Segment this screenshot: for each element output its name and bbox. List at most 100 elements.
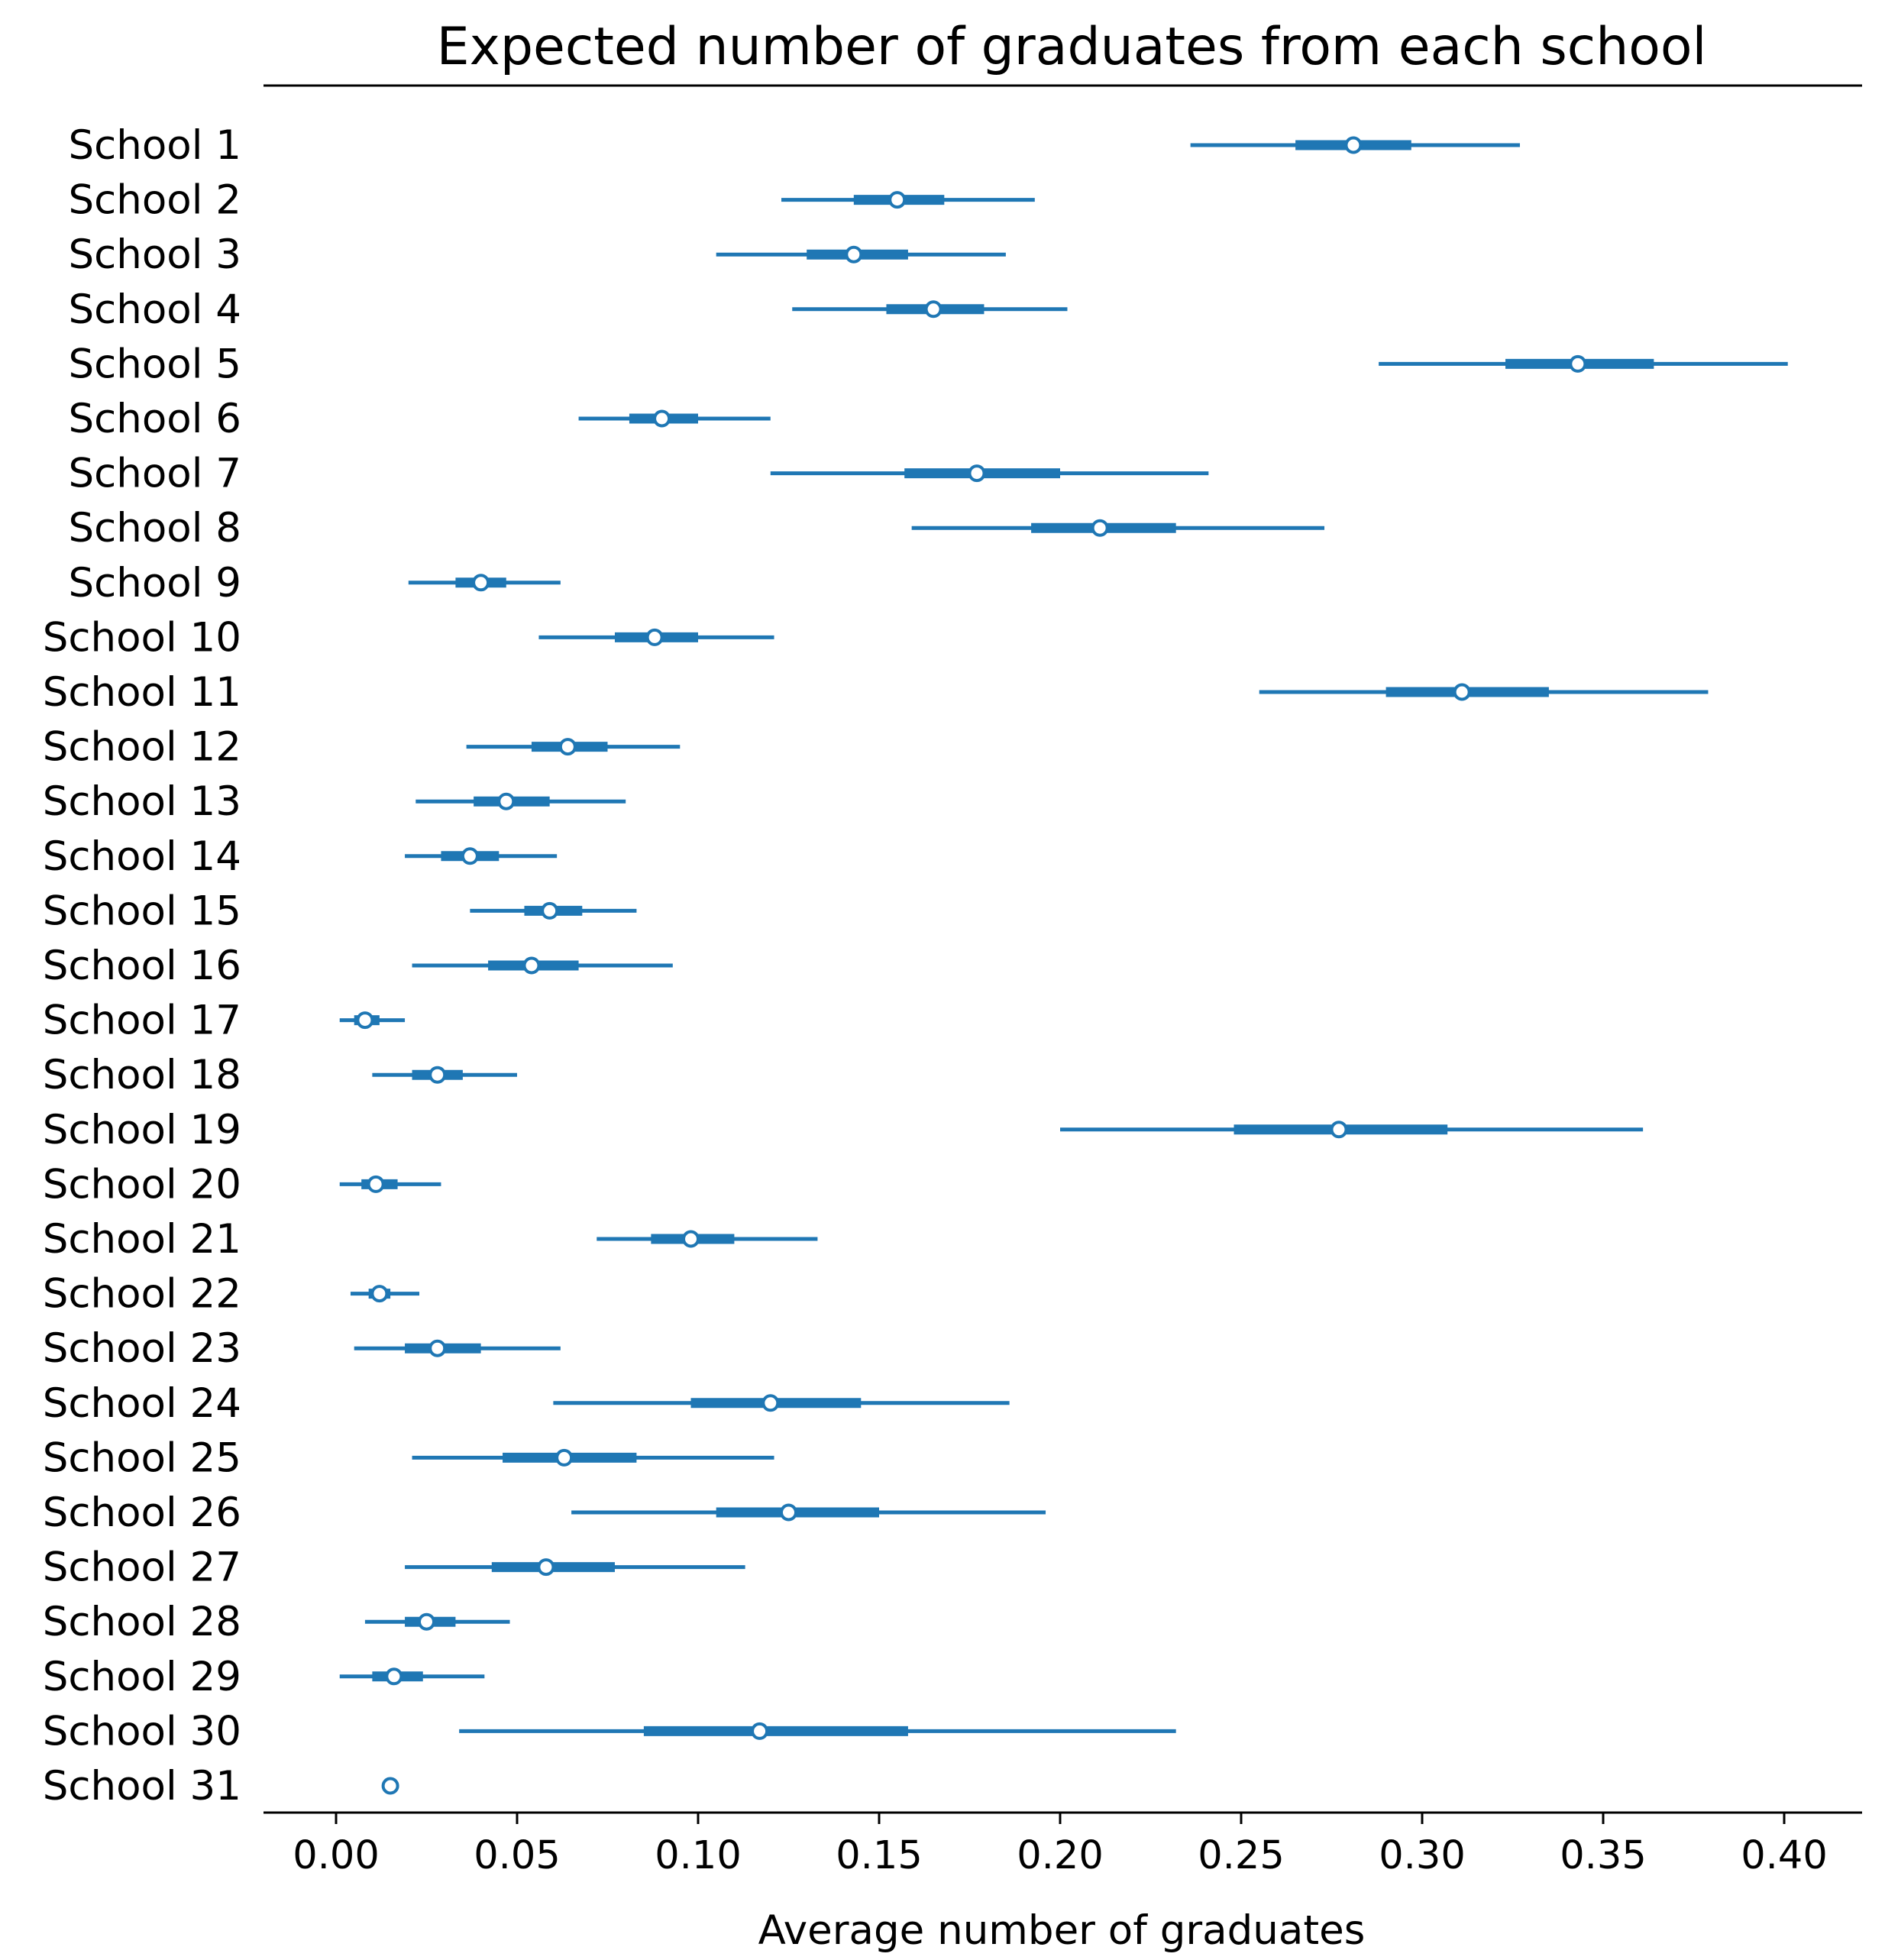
category-label: School 27 [43,1544,241,1591]
median-point [472,574,490,592]
x-axis-ticks: 0.00 0.05 0.10 0.15 0.20 0.25 0.30 0.35 0.40 [293,1813,1828,1878]
median-point [682,1230,700,1248]
median-point [968,464,986,483]
category-label: School 28 [43,1599,241,1645]
x-tick-label: 0.25 [1198,1833,1285,1878]
median-point [1569,354,1587,373]
x-tick-label: 0.35 [1560,1833,1647,1878]
category-label: School 4 [68,286,241,333]
forest-row: School 30 [43,1708,1176,1755]
forest-row: School 18 [43,1052,517,1098]
chart-title: Expected number of graduates from each s… [437,17,1707,77]
x-tick-label: 0.15 [836,1833,923,1878]
median-point [888,191,907,209]
forest-row: School 1 [68,122,1520,169]
category-label: School 24 [43,1380,241,1427]
forest-row: School 12 [43,724,681,771]
category-label: School 21 [43,1216,241,1263]
median-point [1330,1121,1348,1139]
median-point [522,956,541,975]
category-label: School 26 [43,1489,241,1536]
forest-row: School 27 [43,1544,745,1591]
median-point [761,1394,780,1412]
category-label: School 12 [43,724,241,771]
category-label: School 17 [43,998,241,1044]
forest-row: School 8 [68,505,1325,551]
category-label: School 9 [68,560,241,606]
median-point [370,1285,389,1303]
category-label: School 29 [43,1654,241,1700]
median-point [1091,519,1109,537]
median-point [428,1066,447,1084]
category-label: School 8 [68,505,241,551]
forest-row: School 9 [68,560,561,606]
category-label: School 5 [68,341,241,387]
median-point [845,245,863,264]
category-label: School 2 [68,177,241,224]
median-point [537,1558,555,1577]
forest-row: School 26 [43,1489,1046,1536]
category-label: School 25 [43,1434,241,1481]
median-point [428,1339,447,1357]
median-point [653,409,671,428]
plot-rows: School 1 School 2 School 3 School 4 School 5… [43,122,1788,1810]
forest-row: School 23 [43,1325,561,1372]
category-label: School 18 [43,1052,241,1098]
forest-row: School 20 [43,1161,441,1208]
median-point [356,1011,374,1030]
x-tick-label: 0.20 [1017,1833,1104,1878]
forest-row: School 17 [43,998,406,1044]
x-tick-label: 0.30 [1379,1833,1466,1878]
category-label: School 11 [43,669,241,716]
category-label: School 15 [43,888,241,934]
median-point [1453,683,1471,701]
median-point [555,1448,574,1467]
forest-row: School 29 [43,1654,485,1700]
forest-row: School 25 [43,1434,774,1481]
median-point [418,1612,435,1631]
forest-row: School 3 [68,231,1006,278]
category-label: School 19 [43,1107,241,1153]
forest-row: School 22 [43,1271,420,1318]
median-point [751,1722,769,1740]
median-point [924,300,942,319]
category-label: School 7 [68,451,241,497]
forest-row: School 13 [43,778,626,825]
category-label: School 10 [43,614,241,661]
forest-row: School 14 [43,833,558,880]
x-tick-label: 0.00 [293,1833,380,1878]
median-point [497,792,516,810]
category-label: School 22 [43,1271,241,1318]
median-point [367,1175,385,1193]
forest-row: School 5 [68,341,1788,387]
forest-row: School 11 [43,669,1709,716]
category-label: School 16 [43,943,241,989]
category-label: School 1 [68,122,241,169]
forest-row: School 31 [43,1763,399,1810]
x-axis-label: Average number of graduates [758,1907,1366,1954]
category-label: School 6 [68,396,241,442]
median-point [558,738,577,756]
median-point [461,847,479,865]
category-label: School 13 [43,778,241,825]
x-tick-label: 0.40 [1741,1833,1828,1878]
forest-row: School 4 [68,286,1068,333]
category-label: School 30 [43,1708,241,1755]
forest-row: School 19 [43,1107,1644,1153]
median-point [780,1503,797,1522]
category-label: School 31 [43,1763,241,1810]
x-tick-label: 0.05 [474,1833,561,1878]
median-point [645,628,664,646]
category-label: School 20 [43,1161,241,1208]
forest-row: School 28 [43,1599,510,1645]
forest-row: School 21 [43,1216,818,1263]
forest-row: School 24 [43,1380,1010,1427]
forest-row: School 2 [68,177,1035,224]
forest-row: School 6 [68,396,771,442]
forest-row: School 7 [68,451,1209,497]
category-label: School 3 [68,231,241,278]
forest-row: School 10 [43,614,774,661]
forest-row: School 16 [43,943,673,989]
median-point [381,1777,399,1795]
